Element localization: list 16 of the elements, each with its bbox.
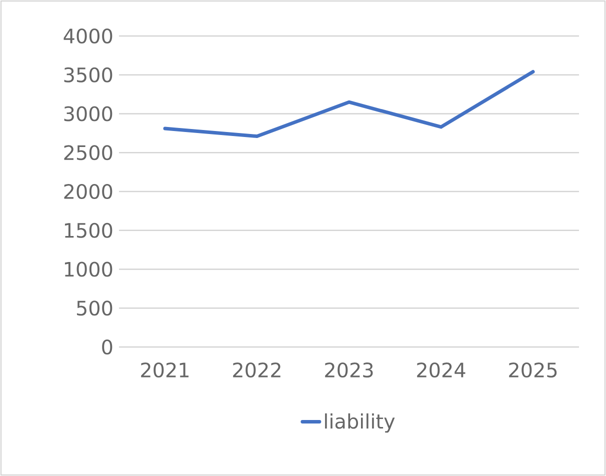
y-tick-label: 4000 xyxy=(64,28,112,44)
line-series xyxy=(163,70,535,138)
x-tick-label: 2025 xyxy=(509,362,557,378)
x-tick-label: 2021 xyxy=(141,362,189,378)
y-tick-label: 1500 xyxy=(64,222,112,238)
y-tick-label: 1000 xyxy=(64,262,112,277)
legend-label: liability xyxy=(325,413,395,433)
y-tick-label: 3500 xyxy=(64,67,112,82)
y-tick-label: 0 xyxy=(102,339,112,355)
y-tick-label: 2000 xyxy=(64,184,112,200)
x-tick-label: 2022 xyxy=(233,362,280,378)
y-tick-label: 3000 xyxy=(64,106,112,122)
x-tick-label: 2024 xyxy=(417,362,466,378)
x-tick-label: 2023 xyxy=(325,362,373,378)
y-tick-label: 2500 xyxy=(64,145,112,160)
y-tick-label: 500 xyxy=(76,300,112,316)
